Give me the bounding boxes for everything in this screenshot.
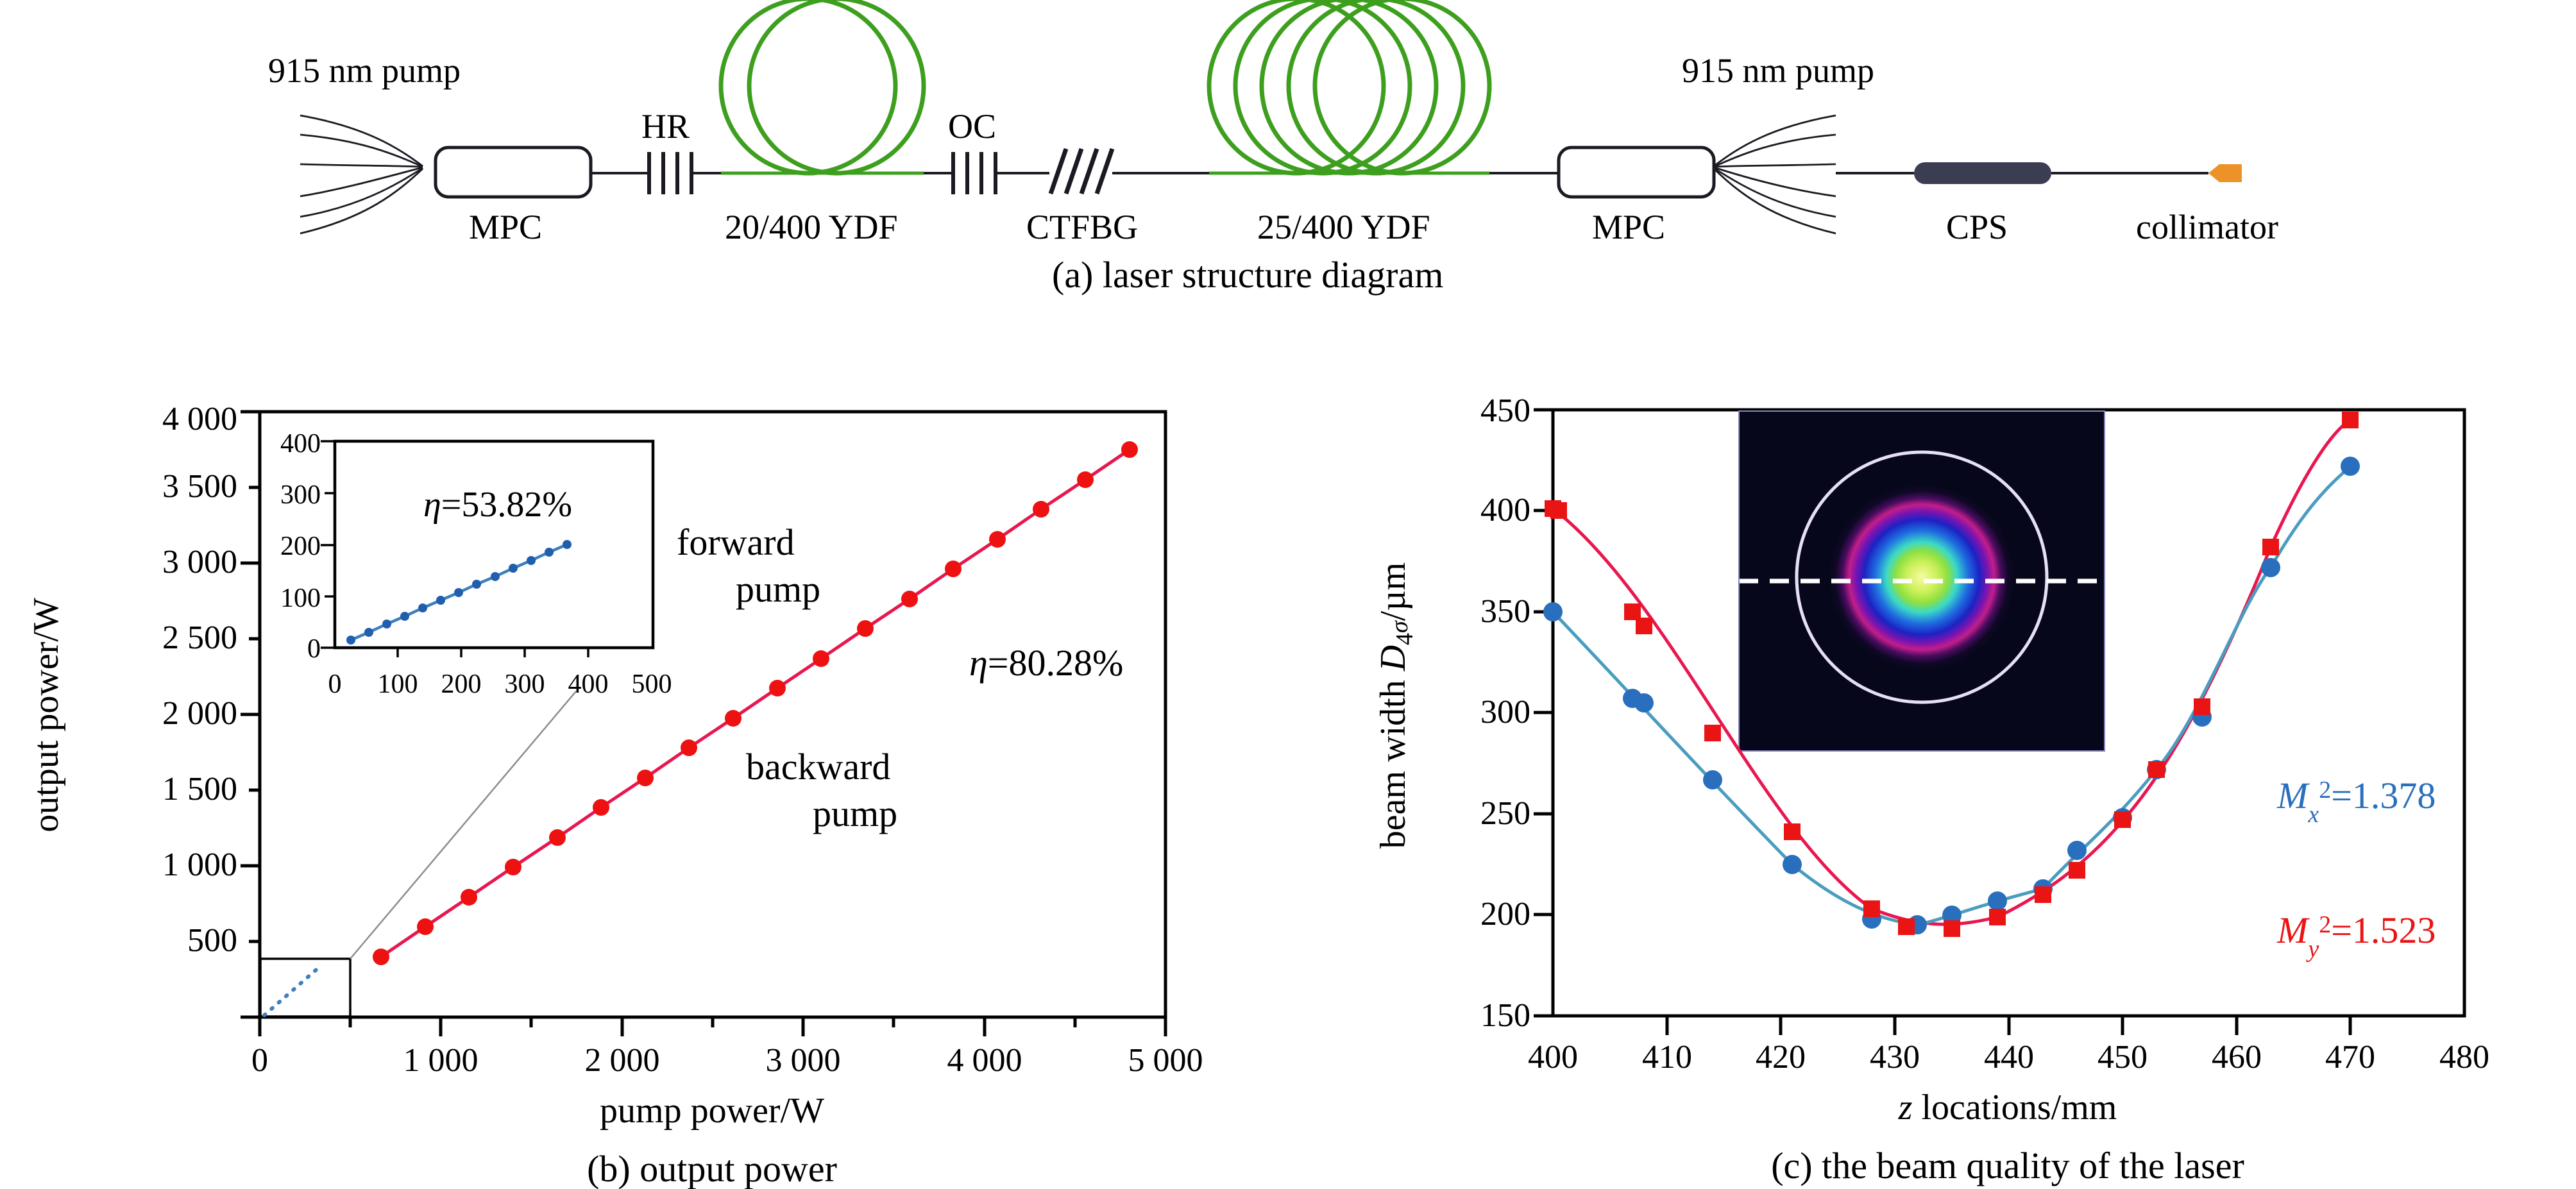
svg-text:915 nm pump: 915 nm pump: [1682, 51, 1874, 90]
svg-text:915 nm pump: 915 nm pump: [268, 51, 461, 90]
svg-text:pump: pump: [736, 568, 820, 610]
svg-text:480: 480: [2439, 1039, 2489, 1075]
svg-text:pump: pump: [813, 793, 897, 834]
svg-text:η=80.28%: η=80.28%: [969, 642, 1123, 684]
svg-text:z locations/mm: z locations/mm: [1898, 1088, 2117, 1127]
svg-text:backward: backward: [746, 746, 890, 788]
svg-text:420: 420: [1756, 1039, 1806, 1075]
svg-text:4 000: 4 000: [162, 401, 237, 437]
svg-text:1 000: 1 000: [403, 1042, 479, 1079]
svg-text:100: 100: [280, 584, 321, 613]
svg-text:450: 450: [1480, 392, 1530, 429]
svg-text:(c) the beam quality of the la: (c) the beam quality of the laser: [1771, 1145, 2244, 1186]
svg-text:200: 200: [280, 532, 321, 561]
svg-text:2 500: 2 500: [162, 620, 237, 656]
svg-text:200: 200: [441, 670, 482, 699]
svg-text:20/400 YDF: 20/400 YDF: [725, 208, 898, 246]
svg-text:350: 350: [1480, 593, 1530, 630]
svg-text:5 000: 5 000: [1128, 1042, 1203, 1079]
svg-text:CPS: CPS: [1946, 208, 2008, 246]
svg-text:HR: HR: [641, 107, 690, 146]
svg-text:1 000: 1 000: [162, 847, 237, 883]
svg-text:3 000: 3 000: [162, 544, 237, 580]
svg-text:500: 500: [187, 922, 237, 959]
svg-text:MPC: MPC: [469, 208, 542, 246]
svg-text:300: 300: [1480, 694, 1530, 730]
svg-text:1 500: 1 500: [162, 771, 237, 807]
svg-text:forward: forward: [677, 521, 795, 563]
svg-text:25/400 YDF: 25/400 YDF: [1257, 208, 1430, 246]
svg-text:OC: OC: [948, 107, 996, 146]
svg-text:400: 400: [1480, 492, 1530, 528]
svg-text:500: 500: [632, 670, 672, 699]
svg-text:300: 300: [280, 480, 321, 510]
svg-text:150: 150: [1480, 997, 1530, 1034]
svg-text:2 000: 2 000: [585, 1042, 660, 1079]
svg-text:3 000: 3 000: [766, 1042, 841, 1079]
svg-text:410: 410: [1642, 1039, 1692, 1075]
svg-text:430: 430: [1870, 1039, 1920, 1075]
svg-text:400: 400: [1528, 1039, 1578, 1075]
svg-text:(b) output power: (b) output power: [587, 1148, 837, 1189]
svg-text:400: 400: [280, 429, 321, 459]
svg-text:450: 450: [2097, 1039, 2148, 1075]
svg-text:Mx2=1.378: Mx2=1.378: [2276, 775, 2436, 828]
svg-text:4 000: 4 000: [947, 1042, 1022, 1079]
svg-text:400: 400: [568, 670, 609, 699]
svg-text:0: 0: [328, 670, 342, 699]
svg-text:440: 440: [1984, 1039, 2034, 1075]
svg-text:0: 0: [251, 1042, 268, 1079]
svg-text:100: 100: [378, 670, 418, 699]
svg-text:collimator: collimator: [2136, 208, 2278, 246]
svg-text:beam width D4σ/µm: beam width D4σ/µm: [1373, 562, 1418, 848]
svg-text:250: 250: [1480, 795, 1530, 832]
svg-text:MPC: MPC: [1592, 208, 1665, 246]
svg-text:470: 470: [2325, 1039, 2375, 1075]
svg-text:My2=1.523: My2=1.523: [2276, 909, 2436, 963]
svg-text:(a) laser structure diagram: (a) laser structure diagram: [1052, 254, 1443, 296]
svg-text:CTFBG: CTFBG: [1026, 208, 1138, 246]
svg-text:460: 460: [2212, 1039, 2262, 1075]
svg-text:200: 200: [1480, 896, 1530, 932]
svg-text:3 500: 3 500: [162, 468, 237, 505]
svg-text:2 000: 2 000: [162, 695, 237, 732]
svg-text:0: 0: [307, 634, 321, 664]
svg-text:η=53.82%: η=53.82%: [423, 485, 572, 525]
svg-text:pump power/W: pump power/W: [600, 1091, 824, 1131]
svg-text:output power/W: output power/W: [26, 598, 66, 832]
svg-text:300: 300: [505, 670, 545, 699]
